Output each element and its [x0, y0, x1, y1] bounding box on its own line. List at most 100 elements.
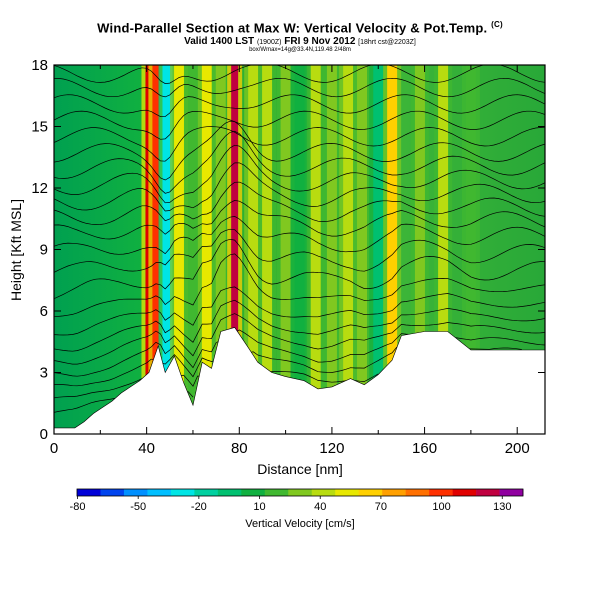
velocity-column: [201, 65, 212, 434]
title-mark: (C): [491, 20, 503, 29]
colorbar-tick-label: 70: [375, 501, 387, 513]
colorbar-tick-label: 130: [493, 501, 511, 513]
velocity-column: [248, 65, 259, 434]
theta-contour: [54, 130, 545, 194]
colorbar-swatch: [217, 489, 242, 496]
colorbar-swatch: [429, 489, 453, 496]
theta-contour: [54, 299, 545, 352]
velocity-column: [343, 65, 354, 434]
theta-contour: [54, 181, 545, 225]
axes: 0 3 6 9 12 15 18 0 40 80 120 160 200: [31, 57, 545, 457]
theta-contour: [54, 216, 545, 255]
chart-subtitle-detail: box/Wmax=14g@33.4N,119.48 2/48m: [249, 47, 351, 53]
x-tick-label: 160: [412, 440, 437, 457]
theta-contour: [54, 65, 545, 84]
colorbar-tick-label: -80: [70, 501, 86, 513]
chart-subtitle: Valid 1400 LST (1900Z) FRI 9 Nov 2012 [1…: [0, 36, 600, 47]
velocity-column: [215, 65, 226, 434]
theta-contour: [54, 329, 545, 377]
x-tick-label: 0: [50, 440, 58, 457]
theta-contour: [54, 253, 545, 318]
theta-contour: [54, 313, 545, 365]
colorbar-swatch: [405, 489, 430, 496]
x-tick-label: 40: [138, 440, 155, 457]
theta-contour: [54, 371, 379, 399]
colorbar-swatch: [476, 489, 500, 496]
y-tick-label: 3: [40, 365, 48, 382]
x-tick-label: 200: [505, 440, 530, 457]
colorbar-tick-label: 10: [253, 501, 265, 513]
theta-contour: [54, 144, 545, 204]
velocity-column: [373, 65, 384, 434]
colorbar-swatch: [194, 489, 219, 496]
x-tick-label: 80: [231, 440, 248, 457]
colorbar-swatch: [100, 489, 125, 496]
velocity-column: [465, 65, 476, 434]
theta-contour: [54, 200, 545, 240]
y-tick-label: 12: [31, 180, 48, 197]
colorbar-tick-label: 40: [314, 501, 326, 513]
velocity-column: [438, 65, 449, 434]
theta-contour: [54, 94, 545, 117]
theta-contour: [54, 162, 545, 212]
y-tick-label: 9: [40, 242, 48, 259]
y-tick-label: 15: [31, 119, 48, 136]
theta-contour: [54, 346, 522, 387]
colorbar-swatch: [241, 489, 266, 496]
theta-contour: [54, 110, 545, 140]
theta-contour: [54, 228, 545, 273]
subtitle-utc: (1900Z): [256, 39, 282, 46]
x-axis-title: Distance [nm]: [257, 461, 343, 477]
subtitle-valid: Valid 1400 LST: [184, 36, 255, 47]
colorbar-swatch: [452, 489, 477, 496]
velocity-column: [231, 65, 239, 434]
velocity-column: [280, 65, 291, 434]
terrain: [54, 327, 545, 434]
colorbar-swatch: [170, 489, 195, 496]
colorbar-swatch: [77, 489, 101, 496]
colorbar-title: Vertical Velocity [cm/s]: [245, 518, 354, 530]
colorbar-swatch: [358, 489, 383, 496]
theta-contour: [54, 238, 545, 300]
theta-contours: [54, 65, 545, 413]
theta-contour: [54, 120, 545, 181]
y-tick-label: 18: [31, 57, 48, 74]
y-tick-label: 0: [40, 426, 48, 443]
colorbar-swatch: [123, 489, 148, 496]
chart-title: Wind-Parallel Section at Max W: Vertical…: [97, 20, 503, 36]
velocity-column: [310, 65, 321, 434]
colorbar-tick-label: -20: [191, 501, 207, 513]
theta-contour: [54, 77, 545, 98]
colorbar-frame: [76, 488, 524, 497]
colorbar: -80 -50 -20 10 40 70 100 130: [70, 488, 524, 513]
colorbar-swatch: [288, 489, 313, 496]
colorbar-swatch: [382, 489, 406, 496]
velocity-column: [174, 65, 185, 434]
y-tick-label: 6: [40, 303, 48, 320]
velocity-column: [294, 65, 305, 434]
velocity-column: [152, 65, 160, 434]
colorbar-tick-label: -50: [130, 501, 146, 513]
velocity-column: [387, 65, 398, 434]
colorbar-swatch: [147, 489, 172, 496]
x-tick-label: 120: [319, 440, 344, 457]
plot-area: [54, 65, 545, 434]
subtitle-date: FRI 9 Nov 2012: [284, 36, 356, 47]
velocity-columns: [141, 65, 480, 434]
colorbar-swatch: [499, 489, 524, 496]
colorbar-swatch: [264, 489, 289, 496]
colorbar-tick-label: 100: [432, 501, 450, 513]
velocity-column: [414, 65, 425, 434]
colorbar-swatch: [335, 489, 359, 496]
velocity-column: [357, 65, 368, 434]
theta-contour: [54, 286, 545, 336]
subtitle-init: [18hrt cst@2203Z]: [358, 39, 416, 46]
velocity-column: [262, 65, 273, 434]
velocity-column: [162, 65, 173, 434]
theta-contour: [54, 126, 545, 162]
y-axis-title: Height [Kft MSL]: [8, 199, 24, 301]
theta-contour: [54, 391, 194, 413]
colorbar-swatch: [311, 489, 336, 496]
velocity-column: [187, 65, 198, 434]
